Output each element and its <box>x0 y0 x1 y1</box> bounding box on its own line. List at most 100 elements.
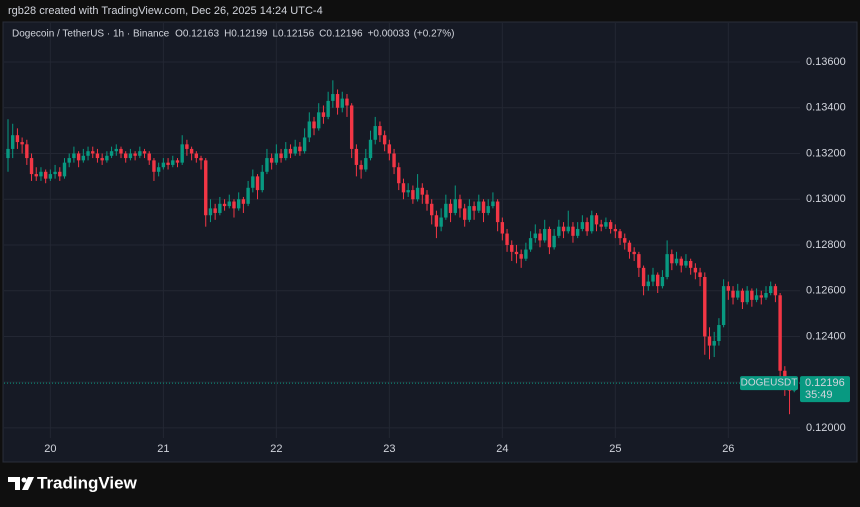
candle-body <box>166 162 170 165</box>
candle-body <box>95 153 100 159</box>
symbol-tag <box>740 376 798 391</box>
candle-body <box>674 258 679 264</box>
candle-body <box>594 215 599 225</box>
candle-body <box>298 146 302 152</box>
candle-body <box>670 254 674 264</box>
candle-body <box>48 174 53 179</box>
candle-body <box>62 162 67 177</box>
candle-body <box>543 228 547 241</box>
candle-body <box>754 295 759 300</box>
candle-body <box>236 199 241 209</box>
candle-body <box>557 226 561 236</box>
candle-body <box>368 139 373 159</box>
candle-body <box>623 238 627 243</box>
candle-body <box>778 295 782 371</box>
candle-body <box>665 254 669 277</box>
x-tick-label: 24 <box>496 443 508 455</box>
price-tag-value: 0.12196 <box>805 377 845 389</box>
candle-body <box>759 295 763 298</box>
candle-body <box>382 135 387 145</box>
y-tick-label: 0.12000 <box>806 422 846 434</box>
candle-body <box>241 199 246 204</box>
candle-body <box>354 148 359 165</box>
candle-body <box>660 276 665 287</box>
candle-body <box>133 153 137 156</box>
candle-body <box>561 226 566 232</box>
ohlc-value: 0.12163 <box>183 29 220 40</box>
candle-body <box>67 158 71 163</box>
candle-body <box>425 194 429 204</box>
candle-body <box>721 286 726 326</box>
candle-body <box>72 153 76 159</box>
candle-body <box>500 222 505 234</box>
candle-body <box>274 153 279 163</box>
candle-body <box>575 228 580 236</box>
candle-body <box>401 183 406 193</box>
candle-body <box>684 260 688 266</box>
candle-body <box>293 146 297 154</box>
candle-body <box>265 158 269 172</box>
symbol-tag-text: DOGEUSDT <box>741 378 798 389</box>
candle-body <box>147 153 151 161</box>
y-tick-label: 0.13400 <box>806 102 846 114</box>
candle-body <box>364 158 368 170</box>
candle-body <box>373 126 377 140</box>
candle-body <box>632 251 636 255</box>
x-tick-label: 21 <box>157 443 169 455</box>
candle-body <box>764 292 768 298</box>
candle-body <box>312 121 316 129</box>
candle-body <box>109 151 114 156</box>
candle-body <box>491 201 495 207</box>
candle-body <box>434 215 439 227</box>
candle-body <box>627 242 632 252</box>
candle-body <box>208 208 213 216</box>
candle-body <box>608 222 613 229</box>
symbol: Dogecoin / TetherUS · 1h · Binance <box>12 29 170 40</box>
candle-body <box>321 112 326 117</box>
candle-body <box>232 201 236 209</box>
candle-body <box>345 98 349 106</box>
candle-body <box>222 203 227 207</box>
candle-body <box>43 171 48 179</box>
candle-body <box>142 151 147 154</box>
candle-body <box>76 153 81 161</box>
candle-body <box>218 203 222 213</box>
candle-body <box>679 258 683 266</box>
candle-body <box>519 254 523 259</box>
candle-body <box>124 153 128 159</box>
ohlc-value: 0.12196 <box>326 29 363 40</box>
candle-body <box>712 341 716 346</box>
candle-body <box>547 228 552 248</box>
candle-body <box>189 148 194 154</box>
candle-body <box>29 158 34 175</box>
y-tick-label: 0.13200 <box>806 147 846 159</box>
candle-body <box>260 171 264 191</box>
candle-body <box>91 151 95 154</box>
candle-body <box>213 208 217 213</box>
candle-body <box>420 187 425 195</box>
candle-body <box>698 272 702 277</box>
candle-body <box>246 187 250 204</box>
candle-body <box>566 226 570 232</box>
candle-body <box>251 176 255 188</box>
candle-body <box>538 233 542 241</box>
candle-body <box>58 171 62 177</box>
candle-body <box>392 153 396 168</box>
candle-body <box>53 171 57 175</box>
candle-body <box>448 203 453 213</box>
candle-body <box>138 151 142 156</box>
candle-body <box>528 238 533 250</box>
candle-body <box>444 203 448 218</box>
x-tick-label: 23 <box>383 443 395 455</box>
candle-body <box>34 174 38 177</box>
candle-body <box>255 176 260 191</box>
brand: TradingView <box>37 473 138 492</box>
candle-body <box>641 267 646 287</box>
candle-body <box>105 155 109 161</box>
candle-body <box>199 158 203 161</box>
ohlc-key: L <box>272 29 278 40</box>
candle-body <box>415 187 420 200</box>
candle-body <box>505 233 509 245</box>
candle-body <box>331 94 335 101</box>
candle-body <box>411 190 415 200</box>
